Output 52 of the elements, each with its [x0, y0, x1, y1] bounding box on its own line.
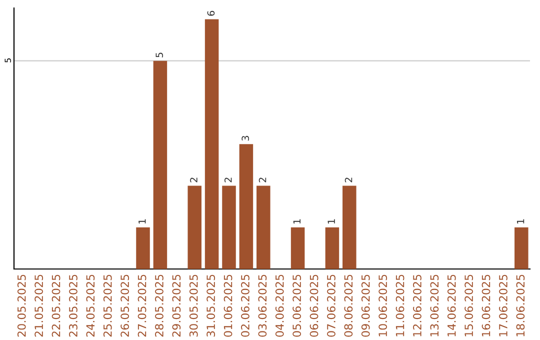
x-tick-label: 08.06.2025: [344, 274, 353, 337]
x-tick-label: 15.06.2025: [464, 274, 474, 336]
x-tick-label: 13.06.2025: [430, 274, 439, 336]
bar: [290, 227, 305, 269]
x-tick-label: 07.06.2025: [327, 274, 336, 337]
x-tick-label: 12.06.2025: [413, 274, 422, 336]
x-tick-label: 11.06.2025: [396, 274, 404, 336]
bar: [136, 227, 150, 269]
x-tick-label: 16.06.2025: [482, 274, 490, 336]
data-label: 1: [328, 219, 335, 224]
x-tick-label: 01.06.2025: [224, 274, 232, 337]
data-label: 2: [224, 178, 232, 182]
x-tick-label: 26.05.2025: [120, 274, 130, 337]
data-label: 3: [242, 136, 250, 141]
x-tick-label: 05.06.2025: [292, 274, 302, 337]
x-tick-label: 28.05.2025: [155, 274, 164, 337]
bar: [204, 19, 219, 269]
bar: [256, 186, 270, 269]
x-tick-label: 22.05.2025: [52, 274, 60, 337]
x-tick-label: 18.06.2025: [516, 274, 525, 336]
data-label: 5: [156, 52, 164, 58]
bar: [188, 186, 202, 269]
x-tick-label: 30.05.2025: [189, 274, 198, 337]
bar: [342, 186, 356, 269]
x-tick-label: 02.06.2025: [241, 274, 250, 337]
bar: [239, 144, 254, 269]
x-tick-label: 29.05.2025: [172, 274, 181, 337]
x-tick-label: 21.05.2025: [34, 274, 44, 337]
x-tick-label: 14.06.2025: [447, 274, 456, 336]
x-tick-label: 03.06.2025: [258, 274, 267, 337]
x-tick-label: 25.05.2025: [103, 274, 112, 337]
data-label: 2: [258, 178, 266, 182]
x-tick-label: 31.05.2025: [206, 274, 216, 337]
x-tick-label: 27.05.2025: [138, 274, 146, 337]
bar: [514, 227, 528, 269]
x-tick-label: 09.06.2025: [361, 274, 370, 337]
x-tick-label: 24.05.2025: [86, 274, 95, 337]
x-tick-label: 20.05.2025: [17, 274, 26, 337]
data-label: 1: [516, 219, 524, 224]
x-tick-label: 06.06.2025: [310, 274, 318, 337]
x-tick-label: 10.06.2025: [378, 274, 388, 336]
bar: [222, 186, 236, 269]
bar: [153, 60, 168, 269]
data-label: 2: [344, 178, 352, 182]
data-label: 2: [190, 178, 198, 182]
x-tick-label: 04.06.2025: [275, 274, 284, 337]
x-tick-label: 23.05.2025: [69, 274, 78, 337]
x-tick-label: 17.06.2025: [499, 274, 508, 336]
data-label: 1: [138, 219, 146, 224]
data-label: 1: [293, 219, 300, 224]
data-label: 6: [207, 10, 215, 16]
bar: [325, 227, 340, 269]
